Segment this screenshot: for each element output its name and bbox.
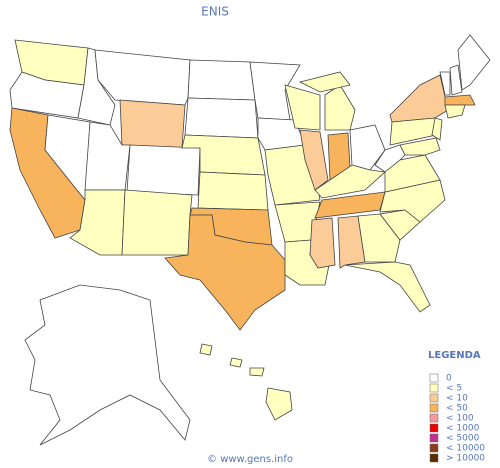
legend-swatch [429,393,439,403]
state [284,84,321,131]
state [314,164,386,199]
state [184,97,259,139]
state [349,124,386,171]
state [444,94,476,106]
legend-swatch [429,423,439,433]
state [431,117,443,141]
legend-label: < 100 [446,414,474,424]
legend-swatch [429,383,439,393]
state [249,367,265,377]
legend-swatch [429,433,439,443]
state [229,357,243,368]
state [197,171,269,211]
legend-swatch [429,403,439,413]
state [439,71,451,96]
legend-label: < 10000 [446,444,485,454]
legend-label: > 10000 [446,454,485,464]
legend-label: < 1000 [446,424,480,434]
state [444,104,466,119]
state [314,191,386,219]
legend-label: < 5000 [446,434,480,444]
state [337,215,366,269]
map-title: ENIS [201,5,229,19]
legend-swatch [429,443,439,453]
state [344,261,431,313]
legend-swatch [429,453,439,463]
state [187,59,256,101]
state [399,137,441,156]
state [121,189,193,256]
state [457,34,491,91]
legend-swatch [429,413,439,423]
state [126,144,201,196]
legend-label: < 5 [446,384,462,394]
state [298,71,351,93]
state [389,74,449,123]
state [384,154,441,193]
legend-label: < 50 [446,404,468,414]
legend-label: < 10 [446,394,468,404]
alaska-outline [24,284,191,446]
state [309,217,336,269]
state [324,84,356,131]
legend-label: 0 [446,374,452,384]
state [199,343,213,356]
legend-title: LEGENDA [428,350,481,361]
state [299,129,329,191]
state [357,213,401,263]
state [265,387,293,421]
footer: © www.gens.info [207,454,293,465]
state [119,99,186,149]
legend-swatch [429,373,439,383]
state [449,64,463,96]
state [164,214,286,331]
